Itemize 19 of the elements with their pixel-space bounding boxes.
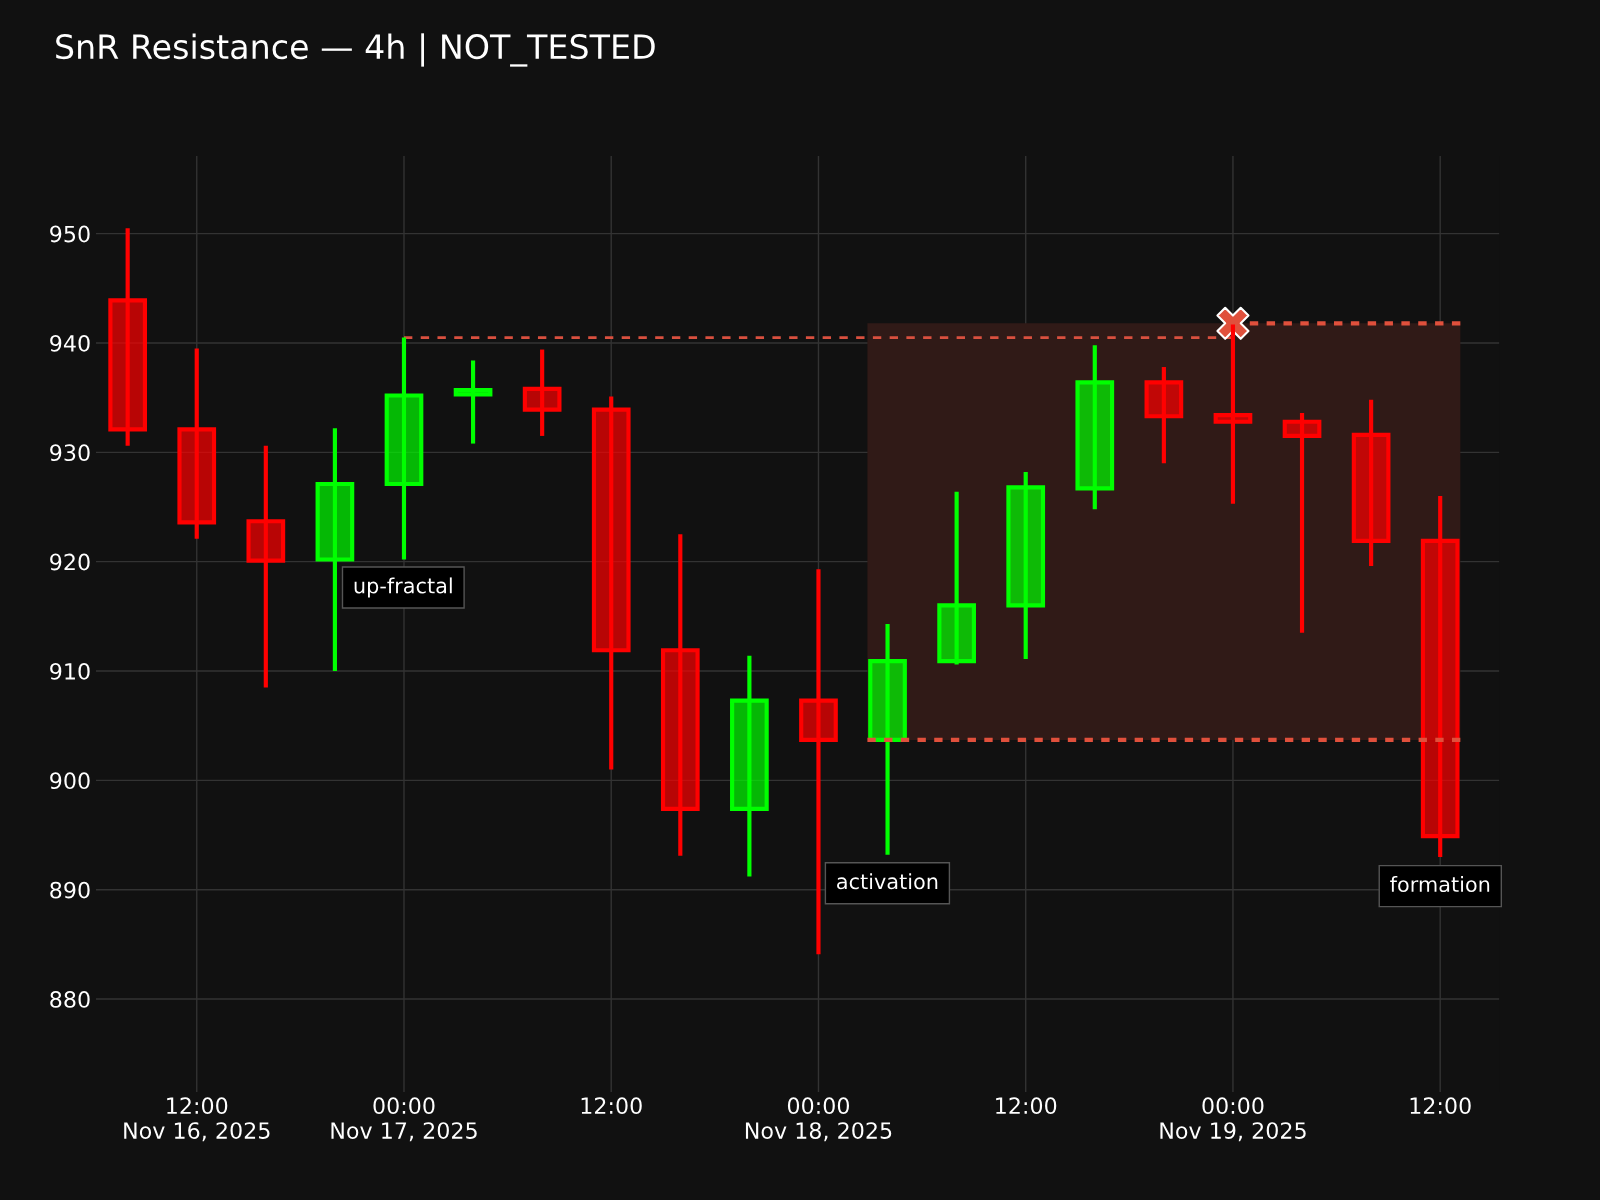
chart-title: SnR Resistance — 4h | NOT_TESTED: [56, 33, 655, 67]
y-tick-label: 910: [50, 662, 90, 680]
x-tick-label: 12:00 Nov 16, 2025: [124, 1097, 270, 1142]
y-tick-label: 890: [50, 881, 90, 899]
y-tick-label: 920: [50, 553, 90, 571]
x-tick-label: 12:00: [1410, 1097, 1471, 1115]
x-tick-label: 12:00: [996, 1097, 1057, 1115]
y-tick-label: 950: [50, 225, 90, 243]
y-tick-label: 900: [50, 772, 90, 790]
x-tick-label: 00:00 Nov 18, 2025: [745, 1097, 892, 1142]
y-tick-label: 930: [50, 444, 90, 462]
annotation: up-fractal: [354, 577, 452, 598]
y-tick-label: 940: [50, 334, 90, 352]
annotation: activation: [837, 873, 938, 890]
x-tick-label: 12:00: [581, 1097, 642, 1115]
x-tick-label: 00:00 Nov 17, 2025: [331, 1097, 477, 1142]
y-tick-label: 880: [50, 991, 90, 1008]
x-tick-label: 00:00 Nov 19, 2025: [1160, 1097, 1306, 1142]
annotation: formation: [1390, 876, 1490, 893]
